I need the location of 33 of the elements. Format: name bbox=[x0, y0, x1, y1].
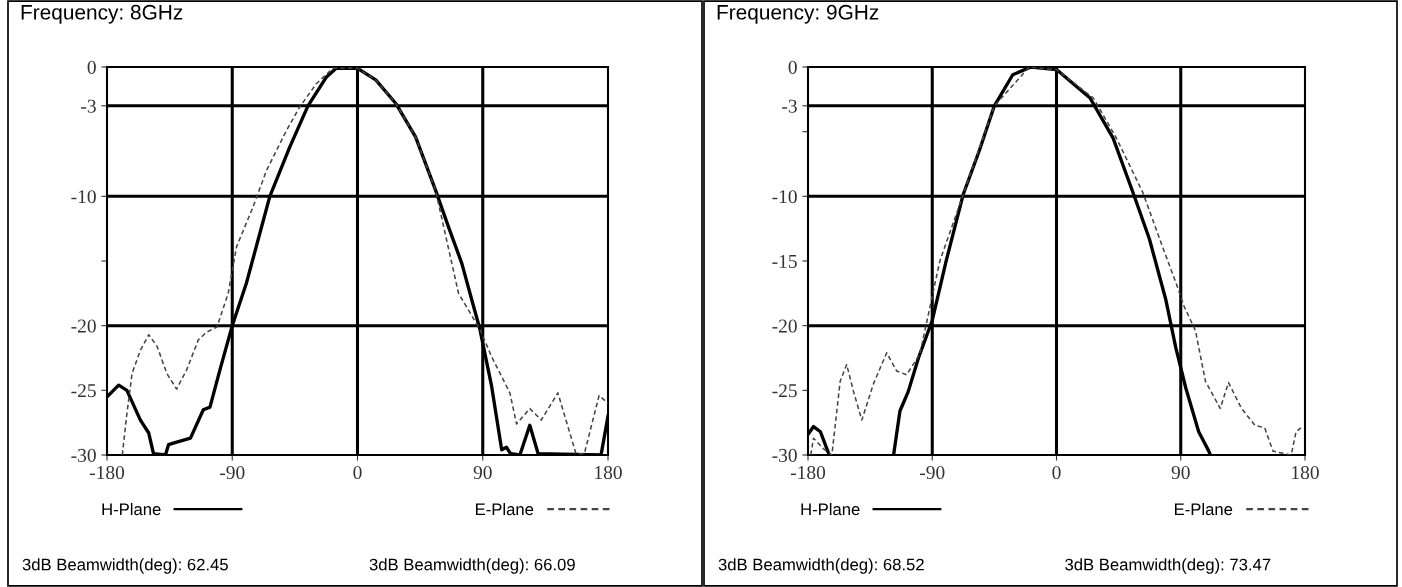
y-tick-label: -20 bbox=[772, 319, 797, 333]
y-tick-label: -15 bbox=[772, 254, 797, 268]
text: 3dB Beamwidth(deg): 68.52 bbox=[718, 558, 924, 574]
x-tick-label: 90 bbox=[1171, 465, 1190, 480]
y-tick-label: -10 bbox=[772, 190, 797, 204]
x-tick-label: 0 bbox=[353, 465, 362, 480]
y-tick-label: -10 bbox=[71, 190, 96, 204]
y-tick-label: -3 bbox=[782, 99, 797, 113]
x-tick-label: 90 bbox=[473, 465, 492, 480]
x-tick-label: 180 bbox=[1292, 465, 1319, 480]
text: 3dB Beamwidth(deg): 66.09 bbox=[369, 558, 575, 574]
y-tick-label: -30 bbox=[71, 448, 96, 462]
chart-title: Frequency: 8GHz bbox=[21, 4, 183, 24]
y-tick-label: -3 bbox=[81, 99, 96, 113]
legend-label: E-Plane bbox=[475, 502, 534, 516]
x-tick-label: 0 bbox=[1052, 465, 1061, 480]
x-tick-label: -90 bbox=[220, 465, 245, 480]
legend-label: H-Plane bbox=[102, 502, 161, 516]
x-tick-label: -180 bbox=[790, 465, 826, 480]
chart-title: Frequency: 9GHz bbox=[717, 4, 879, 24]
y-tick-label: -25 bbox=[772, 384, 797, 398]
x-tick-label: 180 bbox=[595, 465, 622, 480]
y-tick-label: 0 bbox=[87, 60, 96, 74]
text: 3dB Beamwidth(deg): 73.47 bbox=[1065, 558, 1271, 574]
y-tick-label: 0 bbox=[788, 60, 797, 74]
legend-label: H-Plane bbox=[801, 502, 860, 516]
x-tick-label: -90 bbox=[920, 465, 945, 480]
y-tick-label: -25 bbox=[71, 384, 96, 398]
x-tick-label: -180 bbox=[89, 465, 125, 480]
y-tick-label: -20 bbox=[71, 319, 96, 333]
y-tick-label: -30 bbox=[772, 448, 797, 462]
legend-label: E-Plane bbox=[1174, 502, 1233, 516]
text: 3dB Beamwidth(deg): 62.45 bbox=[22, 558, 228, 574]
